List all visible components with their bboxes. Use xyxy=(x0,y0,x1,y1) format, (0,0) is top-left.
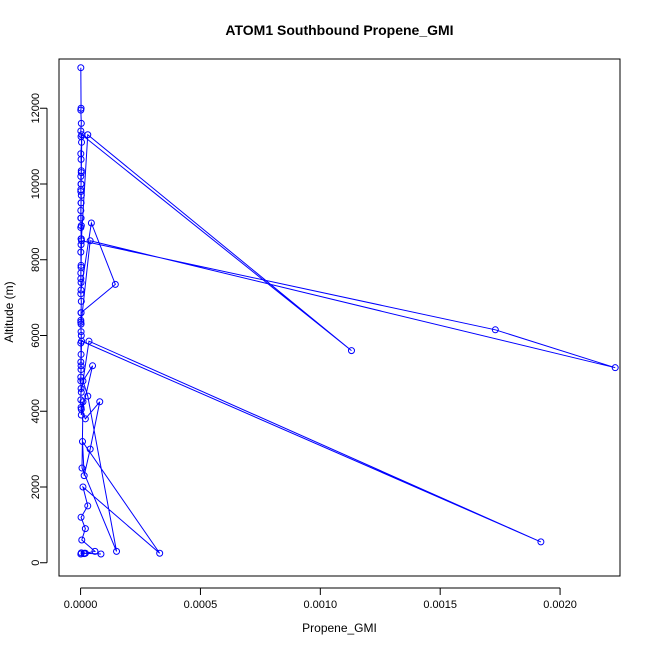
data-point xyxy=(81,415,89,423)
y-tick-label: 4000 xyxy=(30,399,42,423)
data-point xyxy=(77,309,85,317)
data-point xyxy=(80,550,88,558)
data-point xyxy=(77,366,85,374)
data-point xyxy=(77,261,85,269)
data-point xyxy=(77,328,85,336)
data-point xyxy=(537,538,545,546)
data-point xyxy=(97,550,105,558)
data-point xyxy=(77,396,85,404)
data-point xyxy=(77,207,85,214)
data-point xyxy=(87,219,95,227)
data-point xyxy=(79,377,87,385)
y-tick-label: 12000 xyxy=(30,93,42,124)
data-point xyxy=(77,169,85,177)
data-point xyxy=(113,547,121,555)
data-point xyxy=(91,547,99,555)
x-tick-label: 0.0010 xyxy=(303,599,337,611)
data-point xyxy=(77,64,85,72)
y-tick-label: 10000 xyxy=(30,169,42,200)
data-point xyxy=(77,388,85,396)
x-tick-label: 0.0015 xyxy=(423,599,457,611)
data-point xyxy=(77,377,85,385)
data-point xyxy=(491,326,499,334)
data-point xyxy=(78,131,86,139)
data-point xyxy=(77,550,85,558)
data-point xyxy=(611,364,619,372)
data-point xyxy=(77,191,85,199)
series-layer xyxy=(77,64,619,558)
data-point xyxy=(79,398,87,406)
x-axis: 0.0000 0.0005 0.0010 0.0015 0.0020 xyxy=(64,587,577,611)
y-tick-label: 2000 xyxy=(30,475,42,499)
data-point xyxy=(78,237,86,245)
data-point xyxy=(86,445,94,453)
data-point xyxy=(78,337,86,345)
data-point xyxy=(77,172,85,180)
data-point xyxy=(77,199,85,207)
data-point xyxy=(96,398,104,406)
plot-frame xyxy=(58,58,621,577)
data-point xyxy=(77,106,85,114)
data-point xyxy=(84,392,92,400)
data-point xyxy=(77,263,85,271)
data-point xyxy=(77,362,85,370)
data-point xyxy=(77,513,85,521)
data-point xyxy=(77,297,85,305)
data-point xyxy=(77,214,85,222)
x-tick-label: 0.0005 xyxy=(184,599,218,611)
data-point xyxy=(77,119,85,127)
data-point xyxy=(77,385,85,393)
data-point xyxy=(77,188,85,196)
data-point xyxy=(78,536,86,544)
data-point xyxy=(77,318,85,326)
data-point xyxy=(77,278,85,286)
series-line xyxy=(80,67,616,555)
data-point xyxy=(77,373,85,381)
chart-title: ATOM1 Southbound Propene_GMI xyxy=(225,22,453,38)
data-point xyxy=(77,405,85,413)
y-axis: 0 2000 4000 6000 8000 10000 12000 xyxy=(30,93,48,566)
y-axis-label: Altitude (m) xyxy=(2,281,16,342)
data-point xyxy=(156,549,164,557)
data-point xyxy=(77,275,85,283)
data-point xyxy=(86,237,94,245)
data-point xyxy=(77,358,85,366)
y-tick-label: 8000 xyxy=(30,247,42,271)
data-point xyxy=(77,350,85,358)
data-point xyxy=(77,180,85,188)
x-tick-label: 0.0000 xyxy=(64,599,98,611)
data-point xyxy=(77,248,85,256)
x-axis-label: Propene_GMI xyxy=(302,621,377,635)
y-tick-label: 0 xyxy=(30,560,42,566)
data-point xyxy=(84,502,92,510)
data-point xyxy=(77,290,85,298)
x-tick-label: 0.0020 xyxy=(543,599,577,611)
y-tick-label: 6000 xyxy=(30,323,42,347)
data-point xyxy=(78,464,86,472)
data-point xyxy=(78,138,86,146)
data-point xyxy=(77,286,85,294)
data-point xyxy=(77,222,85,230)
data-point xyxy=(77,155,85,163)
data-point xyxy=(81,525,89,533)
data-point xyxy=(77,316,85,324)
data-point xyxy=(85,337,93,345)
data-point xyxy=(89,362,97,370)
data-point xyxy=(78,438,86,446)
data-point xyxy=(111,280,119,288)
data-point xyxy=(347,347,355,355)
data-point xyxy=(79,483,87,491)
data-point xyxy=(80,472,88,480)
